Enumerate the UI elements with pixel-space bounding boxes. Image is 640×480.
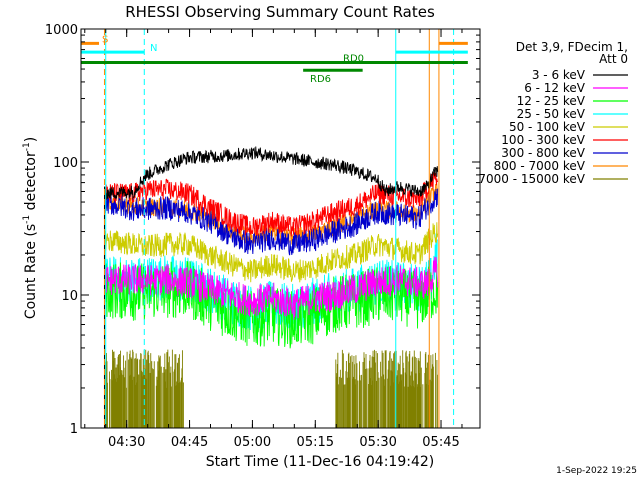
y-tick-label-2: 100 xyxy=(53,156,78,171)
legend-label-3: 25 - 50 keV xyxy=(517,107,586,121)
legend-header-line-2: Att 0 xyxy=(599,52,628,66)
series-layer xyxy=(103,146,439,428)
chart-title: RHESSI Observing Summary Count Rates xyxy=(125,3,435,21)
series-0 xyxy=(104,146,439,428)
generation-timestamp: 1-Sep-2022 19:25 xyxy=(556,466,637,476)
y-tick-label-0: 1 xyxy=(70,422,78,437)
mode-bar-label-3: RD6 xyxy=(310,74,331,85)
series-6 xyxy=(104,188,439,428)
legend-label-5: 100 - 300 keV xyxy=(501,133,585,147)
series-line-0 xyxy=(104,146,439,428)
series-line-6 xyxy=(104,188,439,428)
series-line-1 xyxy=(104,256,439,428)
mode-bar-label-0: S xyxy=(102,34,108,45)
legend-header-line-1: Det 3,9, FDecim 1, xyxy=(516,40,628,54)
legend-label-0: 3 - 6 keV xyxy=(532,68,586,82)
x-axis: 04:30 04:45 05:00 05:15 05:30 05:45 xyxy=(84,29,463,450)
x-tick-label-1: 04:45 xyxy=(171,435,208,450)
x-axis-label: Start Time (11-Dec-16 04:19:42) xyxy=(206,454,434,470)
x-tick-label-0: 04:30 xyxy=(108,435,145,450)
vertical-lines-layer xyxy=(103,29,455,428)
series-3 xyxy=(104,233,439,428)
y-axis-label-sup-1: -1 xyxy=(22,215,32,224)
legend-label-1: 6 - 12 keV xyxy=(524,81,586,95)
legend-label-6: 300 - 800 keV xyxy=(501,146,585,160)
plot-frame xyxy=(80,28,481,429)
mode-bar-label-1: N xyxy=(150,43,157,54)
y-tick-label-1: 10 xyxy=(61,289,78,304)
series-line-8 xyxy=(104,349,438,428)
legend-label-8: 7000 - 15000 keV xyxy=(478,172,585,186)
legend-label-4: 50 - 100 keV xyxy=(509,120,586,134)
y-axis-label-part-1: Count Rate (s xyxy=(23,224,39,319)
mode-bars-layer: S N RD0 RD6 xyxy=(81,34,468,85)
legend-label-2: 12 - 25 keV xyxy=(517,94,586,108)
series-line-3 xyxy=(104,233,439,428)
series-line-4 xyxy=(104,222,439,428)
x-tick-label-4: 05:30 xyxy=(359,435,396,450)
series-4 xyxy=(104,222,439,428)
legend-label-7: 800 - 7000 keV xyxy=(494,159,586,173)
x-tick-label-3: 05:15 xyxy=(297,435,334,450)
y-axis: 1 10 100 1000 xyxy=(45,23,480,437)
x-tick-label-2: 05:00 xyxy=(234,435,271,450)
y-axis-label: Count Rate (s-1 detector-1) xyxy=(22,137,39,319)
series-1 xyxy=(104,256,439,428)
series-5 xyxy=(104,171,439,428)
y-axis-label-part-2: detector xyxy=(23,151,39,215)
y-axis-label-part-3: ) xyxy=(23,137,39,142)
mode-bar-label-2: RD0 xyxy=(343,53,364,64)
y-tick-label-3: 1000 xyxy=(45,23,78,38)
x-tick-label-5: 05:45 xyxy=(422,435,459,450)
y-axis-label-sup-2: -1 xyxy=(22,142,32,151)
series-line-5 xyxy=(104,171,439,428)
